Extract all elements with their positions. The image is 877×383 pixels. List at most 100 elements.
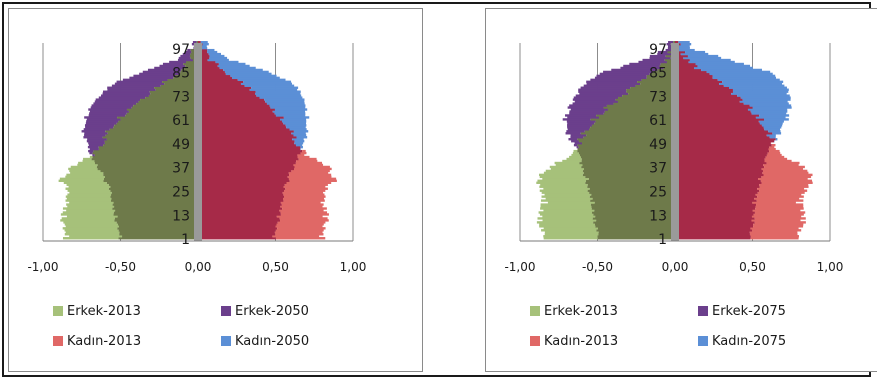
bar-kadin-outer [266,102,305,105]
legend-item: Erkek-2075 [698,301,786,321]
bar-kadin-outer [202,43,209,46]
bar-kadin-outer [289,128,307,131]
x-tick-label: 0,00 [662,260,689,274]
bar-erkek-overlap [663,66,675,70]
bar-erkek-outer [542,215,596,218]
bar-kadin-outer [740,96,791,99]
bar-kadin-outer [763,126,782,129]
bar-erkek-outer [89,110,129,113]
bar-kadin-outer [754,217,806,220]
bar-erkek-overlap [590,126,675,129]
bar-erkek-overlap [591,211,675,214]
bar-kadin-overlap [675,140,775,143]
bar-erkek-overlap [613,102,675,105]
bar-kadin-outer [761,181,813,184]
bar-erkek-overlap [582,173,675,177]
bar-kadin-overlap [198,120,282,123]
bar-erkek-overlap [598,227,675,230]
bar-kadin-outer [749,231,798,234]
bar-erkek-outer [541,229,597,232]
bar-kadin-overlap [198,171,289,175]
bar-erkek-overlap [594,223,675,226]
bar-erkek-overlap [97,167,198,171]
bar-erkek-outer [64,229,119,232]
bar-kadin-outer [264,98,305,101]
bar-kadin-overlap [198,231,275,234]
bar-kadin-outer [759,185,809,188]
bar-erkek-outer [86,120,119,123]
bar-erkek-overlap [107,132,198,135]
bar-kadin-overlap [675,72,710,76]
bar-kadin-outer [283,195,326,198]
bar-erkek-overlap [117,116,198,119]
bar-erkek-overlap [173,76,198,80]
bar-kadin-outer [207,48,215,52]
bar-erkek-overlap [595,215,675,218]
bar-kadin-overlap [675,102,744,105]
bar-kadin-overlap [198,60,216,64]
age-tick-label: 1 [658,232,667,248]
bar-erkek-outer [147,68,182,72]
bar-erkek-outer [572,151,579,155]
bar-kadin-outer [282,207,327,210]
bar-erkek-overlap [111,199,198,202]
bar-kadin-outer [280,201,321,204]
bar-erkek-overlap [94,161,198,165]
bar-kadin-overlap [198,179,290,182]
bar-erkek-outer [66,215,118,218]
bar-erkek-outer [544,233,599,236]
bar-kadin-outer [756,199,804,202]
bar-kadin-overlap [198,219,281,222]
bar-erkek-outer [84,124,115,127]
bar-erkek-overlap [577,149,675,153]
bar-kadin-outer [223,68,263,72]
bar-kadin-overlap [675,124,762,127]
bar-kadin-overlap [198,114,276,117]
bar-kadin-outer [757,191,805,194]
bar-kadin-overlap [198,221,278,224]
bar-kadin-outer [762,171,809,175]
bar-kadin-outer [237,78,286,82]
bar-kadin-outer [283,116,310,119]
bar-kadin-overlap [675,161,767,165]
bar-kadin-outer [677,48,695,52]
bar-kadin-outer [256,94,302,97]
x-tick-label: -1,00 [27,260,58,274]
bar-erkek-outer [85,126,114,129]
bar-erkek-outer [603,70,653,74]
bar-erkek-outer [107,88,156,91]
bar-erkek-outer [87,145,99,149]
bar-kadin-overlap [198,165,295,169]
bar-erkek-outer [84,116,118,119]
pyramid-plot-2075: -1,00 -0,50 0,00 0,50 1,00 1 13 25 37 49 61 73 85 97 [504,41,843,274]
bar-erkek-overlap [110,195,198,198]
bar-kadin-overlap [675,84,724,87]
bar-erkek-overlap [591,207,675,210]
bar-kadin-outer [750,110,788,113]
bar-erkek-outer [594,76,647,80]
bar-kadin-outer [294,167,332,171]
age-tick-label: 85 [649,66,667,82]
bar-kadin-outer [294,165,330,169]
bar-kadin-outer [282,191,324,194]
bar-kadin-overlap [675,86,729,89]
bar-kadin-overlap [675,142,771,145]
bar-erkek-outer [567,126,591,129]
bar-kadin-outer [712,74,776,78]
bar-erkek-outer [667,46,673,50]
bar-kadin-overlap [675,62,696,66]
bar-kadin-overlap [198,98,265,101]
bar-erkek-outer [565,132,581,135]
bar-erkek-outer [566,157,582,161]
bar-kadin-outer [280,118,307,121]
bar-kadin-overlap [675,181,762,184]
legend-label: Erkek-2075 [712,303,786,319]
bar-kadin-outer [732,90,789,93]
bar-erkek-overlap [615,98,675,101]
bar-erkek-overlap [640,82,675,85]
bar-kadin-outer [275,114,306,117]
bar-erkek-overlap [580,132,675,135]
bar-kadin-outer [737,94,790,97]
bar-kadin-overlap [675,215,752,218]
bar-kadin-outer [759,183,809,186]
